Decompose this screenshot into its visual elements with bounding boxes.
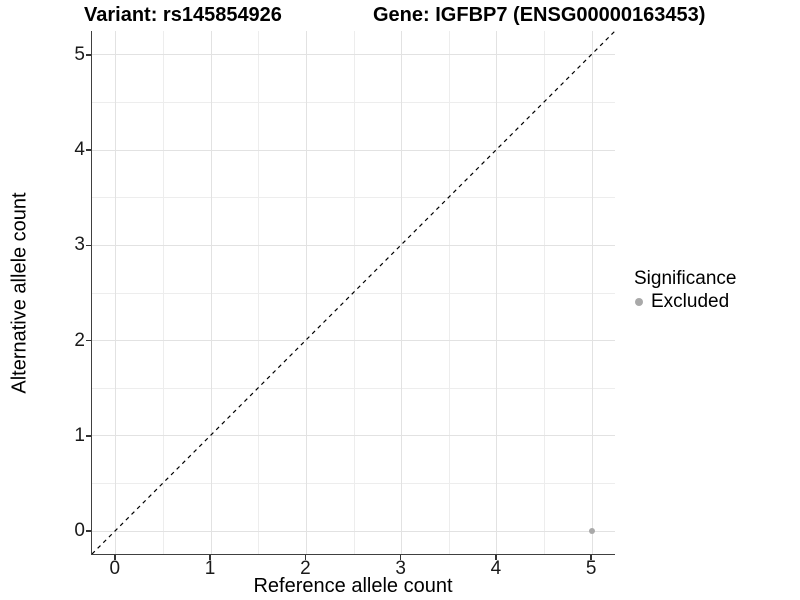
identity-line (92, 31, 615, 554)
gridline-major-v (496, 31, 498, 554)
gridline-minor-v (448, 31, 450, 554)
data-point (589, 528, 596, 535)
gridline-major-v (591, 31, 593, 554)
y-tick-mark (86, 149, 91, 151)
gridline-major-h (92, 149, 615, 151)
gridline-major-h (92, 530, 615, 532)
y-tick-label: 3 (74, 234, 85, 256)
x-axis-title: Reference allele count (253, 575, 453, 597)
y-tick-label: 4 (74, 139, 85, 161)
y-tick-mark (86, 244, 91, 247)
gridline-minor-h (92, 101, 615, 103)
y-tick-mark (86, 339, 91, 342)
y-tick-mark (86, 530, 91, 532)
x-tick-label: 2 (300, 558, 311, 579)
legend: Significance Excluded (634, 268, 736, 312)
x-tick-label: 3 (395, 558, 406, 579)
x-tick-mark (114, 555, 116, 560)
legend-key-dot-icon (635, 298, 643, 306)
legend-title: Significance (634, 268, 737, 289)
y-tick-label: 0 (74, 520, 85, 542)
y-tick-label: 5 (74, 43, 85, 65)
y-tick-mark (86, 435, 91, 437)
gridline-major-v (115, 31, 117, 554)
x-tick-mark (304, 555, 307, 560)
gridline-major-h (92, 244, 615, 246)
x-tick-label: 1 (204, 558, 216, 579)
legend-items: Excluded (634, 292, 736, 312)
y-tick-label: 1 (74, 424, 85, 446)
x-tick-mark (399, 555, 402, 560)
gridline-major-h (92, 54, 615, 56)
gridline-minor-h (92, 197, 615, 199)
gridline-minor-v (544, 31, 546, 554)
x-tick-mark (590, 555, 592, 560)
x-tick-label: 4 (490, 558, 502, 579)
legend-item: Excluded (634, 292, 736, 312)
legend-item-label: Excluded (651, 291, 730, 312)
gridline-major-h (92, 435, 615, 437)
x-tick-label: 0 (109, 558, 121, 579)
x-tick-label: 5 (585, 558, 597, 579)
x-tick-mark (495, 555, 497, 560)
gridline-major-h (92, 340, 615, 342)
gridline-major-v (401, 31, 403, 554)
y-axis-title: Alternative allele count (8, 192, 31, 394)
x-tick-mark (209, 555, 211, 560)
gridline-major-v (305, 31, 307, 554)
y-tick-mark (86, 54, 91, 56)
plot-panel (91, 31, 615, 555)
plot-title-variant: Variant: rs145854926 (84, 4, 282, 26)
plot-title-gene: Gene: IGFBP7 (ENSG00000163453) (373, 4, 706, 26)
y-tick-label: 2 (74, 329, 85, 351)
gridline-major-v (210, 31, 212, 554)
